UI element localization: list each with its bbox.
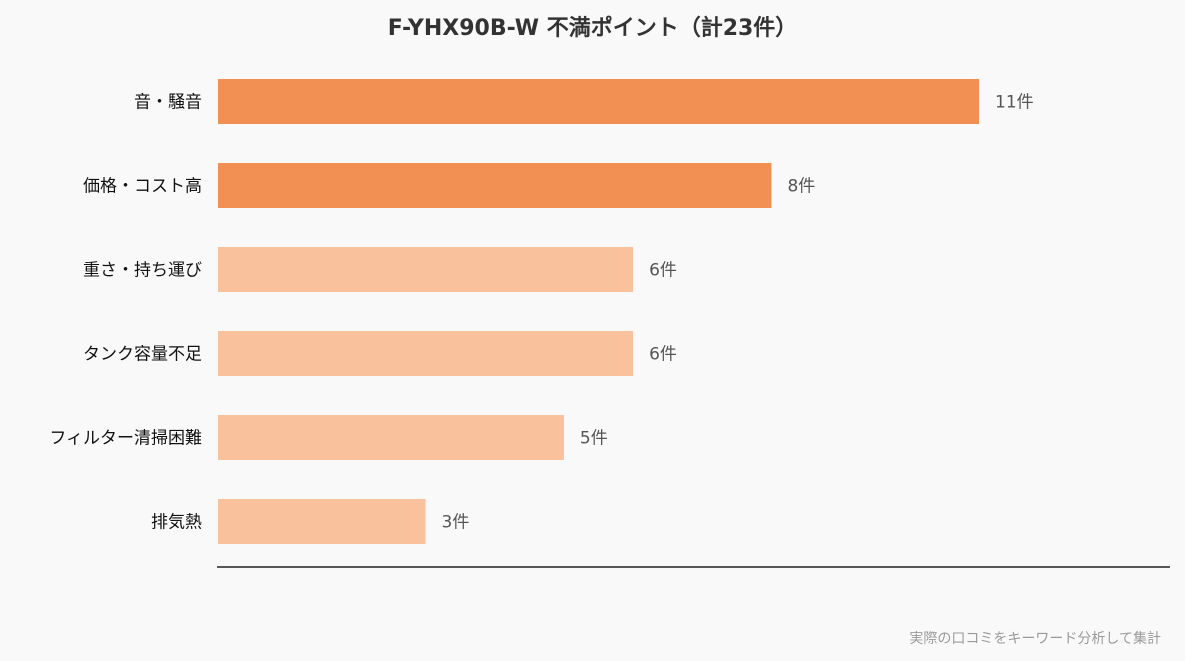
bar-5 — [218, 415, 564, 460]
value-label-4: 6件 — [649, 345, 677, 365]
value-label-5: 5件 — [580, 429, 608, 449]
category-label-3: 重さ・持ち運び — [83, 261, 202, 281]
category-label-1: 音・騒音 — [134, 93, 202, 113]
bar-4 — [218, 331, 634, 376]
value-label-1: 11件 — [995, 93, 1034, 113]
category-label-4: タンク容量不足 — [83, 345, 202, 365]
category-label-6: 排気熱 — [151, 513, 202, 533]
chart-title: F-YHX90B-W 不満ポイント（計23件） — [387, 16, 798, 41]
category-label-2: 価格・コスト高 — [83, 177, 202, 197]
value-label-3: 6件 — [649, 261, 677, 281]
bar-6 — [218, 499, 426, 544]
category-label-5: フィルター清掃困難 — [49, 429, 202, 449]
chart-note: 実際の口コミをキーワード分析して集計 — [909, 631, 1161, 647]
value-label-6: 3件 — [442, 513, 470, 533]
bar-3 — [218, 247, 634, 292]
bar-1 — [218, 79, 979, 124]
bar-2 — [218, 163, 772, 208]
value-label-2: 8件 — [787, 177, 815, 197]
